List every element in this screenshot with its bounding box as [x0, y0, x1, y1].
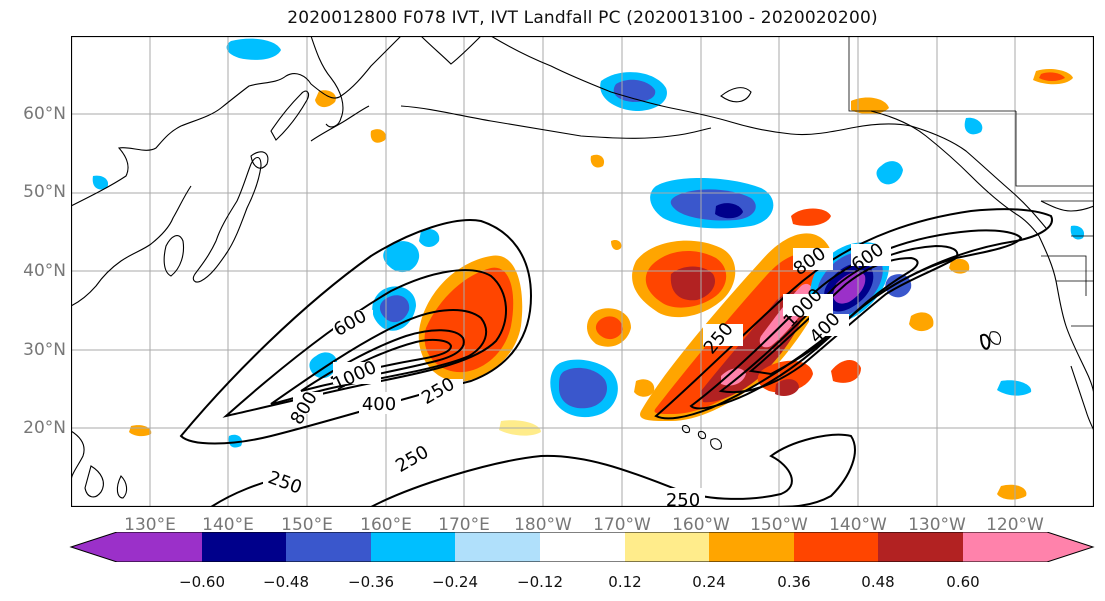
lon-label-150e: 150°E [281, 515, 333, 535]
lon-label-120w: 120°W [986, 515, 1044, 535]
colorbar-segment-7 [709, 532, 794, 562]
colorbar-label-9: 0.60 [946, 573, 980, 591]
colorbar-label-3: −0.24 [432, 573, 478, 591]
colorbar-extend-max-arrow [1047, 532, 1093, 562]
colorbar-extend-min-arrow [71, 532, 117, 562]
coastlines [71, 36, 1094, 499]
colorbar-label-0: −0.60 [179, 573, 225, 591]
colorbar-label-4: −0.12 [517, 573, 563, 591]
colorbar-label-7: 0.36 [777, 573, 811, 591]
map-title: 2020012800 F078 IVT, IVT Landfall PC (20… [287, 8, 878, 28]
lon-label-150w: 150°W [750, 515, 808, 535]
colorbar-segment-10 [963, 532, 1047, 562]
colorbar-segment-8 [794, 532, 878, 562]
colorbar-segment-6 [625, 532, 709, 562]
colorbar-label-6: 0.24 [692, 573, 726, 591]
lon-label-180w: 180°W [514, 515, 572, 535]
colorbar-segment-9 [878, 532, 963, 562]
lon-label-140e: 140°E [202, 515, 254, 535]
colorbar-label-5: 0.12 [608, 573, 642, 591]
colorbar-segment-1 [202, 532, 286, 562]
colorbar-segment-2 [286, 532, 371, 562]
lon-label-140w: 140°W [829, 515, 887, 535]
lon-label-130w: 130°W [908, 515, 966, 535]
colorbar-label-1: −0.48 [263, 573, 309, 591]
lon-label-170w: 170°W [593, 515, 651, 535]
lat-label-60n: 60°N [23, 104, 66, 124]
map-panel: 600 1000 800 400 250 250 250 250 250 800… [71, 36, 1094, 507]
contour-label-backgrounds [263, 244, 891, 507]
colorbar-label-2: −0.36 [348, 573, 394, 591]
lat-label-20n: 20°N [23, 418, 66, 438]
lat-label-30n: 30°N [23, 340, 66, 360]
contour-label-c400a: 400 [362, 394, 396, 415]
lon-label-160w: 160°W [672, 515, 730, 535]
lon-label-160e: 160°E [360, 515, 412, 535]
lat-label-40n: 40°N [23, 261, 66, 281]
colorbar-segment-4 [455, 532, 540, 562]
colorbar-segment-0 [117, 532, 202, 562]
colorbar-segment-5 [540, 532, 625, 562]
colorbar-label-8: 0.48 [861, 573, 895, 591]
colorbar-segment-3 [371, 532, 455, 562]
lat-label-50n: 50°N [23, 182, 66, 202]
contour-label-c250d: 250 [666, 490, 700, 507]
lon-label-130e: 130°E [124, 515, 176, 535]
lon-label-170e: 170°E [438, 515, 490, 535]
colorbar [69, 532, 1095, 562]
